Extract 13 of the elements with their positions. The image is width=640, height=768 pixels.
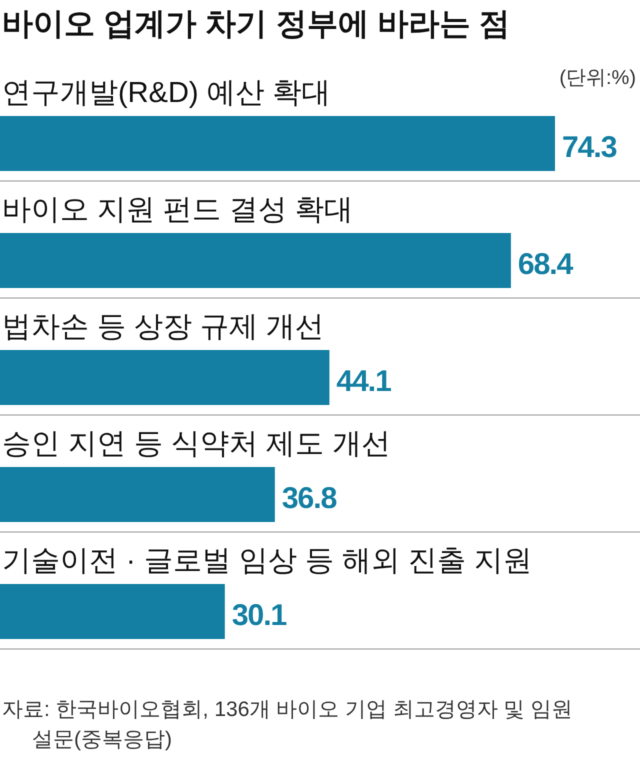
value-label: 30.1 [232, 599, 286, 632]
category: 바이오 지원 펀드 결성 확대 [2, 194, 354, 226]
value-label: 74.3 [562, 131, 616, 164]
value-label: 44.1 [336, 365, 391, 398]
value-label: 36.8 [282, 482, 336, 515]
value-label: 68.4 [518, 248, 572, 281]
source: 자료: 한국바이오협회, 136개 바이오 기업 최고경영자 및 임원 설문(중복응답) [2, 698, 573, 751]
unit: (단위:%) [559, 67, 636, 89]
category: 연구개발(R&D) 예산 확대 [2, 77, 331, 109]
title: 바이오 업계가 차기 정부에 바라는 점 [2, 6, 510, 41]
category: 기술이전 · 글로벌 임상 등 해외 진출 지원 [2, 545, 532, 577]
category: 법차손 등 상장 규제 개선 [2, 311, 324, 343]
category: 승인 지연 등 식약처 제도 개선 [2, 428, 390, 460]
